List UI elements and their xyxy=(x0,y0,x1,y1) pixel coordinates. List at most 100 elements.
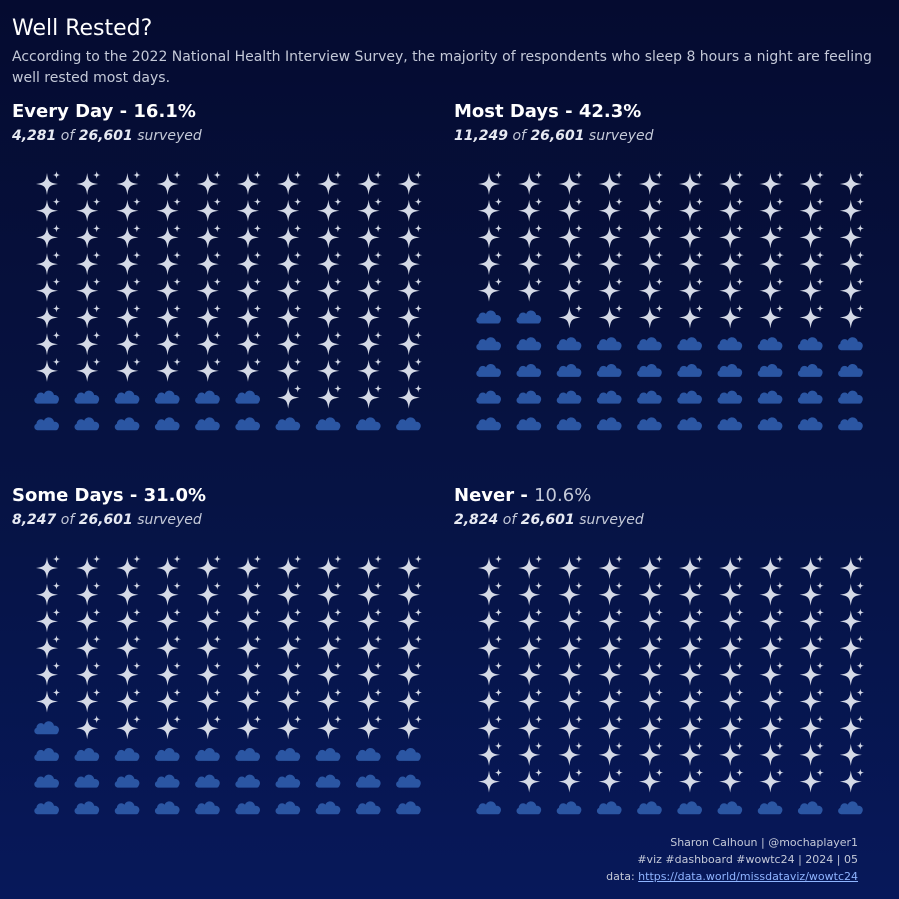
sparkle-icon xyxy=(638,224,664,249)
sparkle-icon xyxy=(478,251,503,276)
sparkle-icon xyxy=(679,768,704,793)
sparkle-icon xyxy=(518,171,543,195)
cloud-icon xyxy=(476,801,502,815)
sparkle-icon xyxy=(36,331,61,356)
cloud-icon xyxy=(838,337,863,351)
sparkle-icon xyxy=(799,608,825,633)
footer-data-link[interactable]: https://data.world/missdataviz/wowtc24 xyxy=(638,870,858,883)
cloud-icon xyxy=(757,337,783,351)
sparkle-icon xyxy=(518,688,543,713)
panel-category: Every Day xyxy=(12,101,114,122)
sparkle-icon xyxy=(518,661,543,686)
sparkle-icon xyxy=(679,555,704,579)
panel-surveyed-text: surveyed xyxy=(137,128,202,144)
panel-count: 4,281 xyxy=(12,128,57,144)
sparkle-icon xyxy=(638,251,664,276)
cloud-icon xyxy=(838,801,863,815)
sparkle-icon xyxy=(317,555,342,579)
cloud-icon xyxy=(315,747,341,761)
sparkle-icon xyxy=(478,715,503,740)
cloud-icon xyxy=(275,801,301,815)
cloud-icon xyxy=(195,801,220,815)
cloud-icon xyxy=(596,417,622,431)
sparkle-icon xyxy=(357,635,383,660)
sparkle-icon xyxy=(799,224,825,249)
panel-count: 2,824 xyxy=(454,512,499,528)
sparkle-icon xyxy=(759,635,784,660)
sparkle-icon xyxy=(397,688,423,713)
cloud-icon xyxy=(154,390,180,404)
sparkle-icon xyxy=(357,581,383,606)
panel-every-day: Every Day - 16.1% 4,281 of 26,601 survey… xyxy=(12,101,432,441)
cloud-icon xyxy=(235,747,261,761)
sparkle-icon xyxy=(116,224,141,249)
footer-data-line: data: https://data.world/missdataviz/wow… xyxy=(606,868,858,885)
sparkle-icon xyxy=(36,171,61,195)
sparkle-icon xyxy=(759,251,784,276)
cloud-icon xyxy=(154,417,180,431)
cloud-icon xyxy=(516,801,542,815)
sparkle-icon xyxy=(478,661,503,686)
sparkle-icon xyxy=(116,581,141,606)
cloud-icon xyxy=(717,337,743,351)
sparkle-icon xyxy=(719,741,744,766)
sparkle-icon xyxy=(357,715,383,740)
cloud-icon xyxy=(757,801,783,815)
sparkle-icon xyxy=(759,581,784,606)
sparkle-icon xyxy=(357,197,383,222)
cloud-icon xyxy=(838,417,863,431)
cloud-icon xyxy=(315,417,341,431)
sparkle-icon xyxy=(598,304,624,329)
sparkle-icon xyxy=(156,331,182,356)
sparkle-icon xyxy=(719,171,744,195)
panel-percent: 31.0% xyxy=(143,485,207,506)
sparkle-icon xyxy=(799,741,825,766)
cloud-icon xyxy=(637,417,662,431)
sparkle-icon xyxy=(196,715,222,740)
sparkle-icon xyxy=(76,581,101,606)
cloud-icon xyxy=(195,390,220,404)
sparkle-icon xyxy=(839,197,865,222)
cloud-icon xyxy=(74,417,100,431)
sparkle-icon xyxy=(638,555,664,579)
sparkle-icon xyxy=(156,304,182,329)
cloud-icon xyxy=(838,363,863,377)
sparkle-icon xyxy=(76,608,101,633)
sparkle-icon xyxy=(36,581,61,606)
sparkle-icon xyxy=(76,304,101,329)
sparkle-icon xyxy=(638,768,664,793)
sparkle-icon xyxy=(237,357,262,382)
sparkle-icon xyxy=(317,331,342,356)
sparkle-icon xyxy=(558,555,583,579)
sparkle-icon xyxy=(317,661,342,686)
sparkle-icon xyxy=(719,555,744,579)
sparkle-icon xyxy=(799,581,825,606)
sparkle-icon xyxy=(598,768,624,793)
sparkle-icon xyxy=(638,581,664,606)
sparkle-icon xyxy=(799,688,825,713)
sparkle-icon xyxy=(598,251,624,276)
sparkle-icon xyxy=(839,608,865,633)
sparkle-icon xyxy=(76,661,101,686)
sparkle-icon xyxy=(317,304,342,329)
sparkle-icon xyxy=(36,555,61,579)
cloud-icon xyxy=(154,774,180,788)
sparkle-icon xyxy=(638,197,664,222)
sparkle-icon xyxy=(116,608,141,633)
sparkle-icon xyxy=(558,741,583,766)
sparkle-icon xyxy=(558,251,583,276)
panel-some-days: Some Days - 31.0% 8,247 of 26,601 survey… xyxy=(12,485,432,825)
sparkle-icon xyxy=(799,197,825,222)
sparkle-icon xyxy=(317,224,342,249)
sparkle-icon xyxy=(839,741,865,766)
sparkle-icon xyxy=(518,635,543,660)
sparkle-icon xyxy=(679,304,704,329)
sparkle-icon xyxy=(156,171,182,195)
sparkle-icon xyxy=(598,741,624,766)
sparkle-icon xyxy=(638,688,664,713)
sparkle-icon xyxy=(76,197,101,222)
sparkle-icon xyxy=(237,224,262,249)
sparkle-icon xyxy=(397,357,423,382)
sparkle-icon xyxy=(518,555,543,579)
sparkle-icon xyxy=(317,635,342,660)
